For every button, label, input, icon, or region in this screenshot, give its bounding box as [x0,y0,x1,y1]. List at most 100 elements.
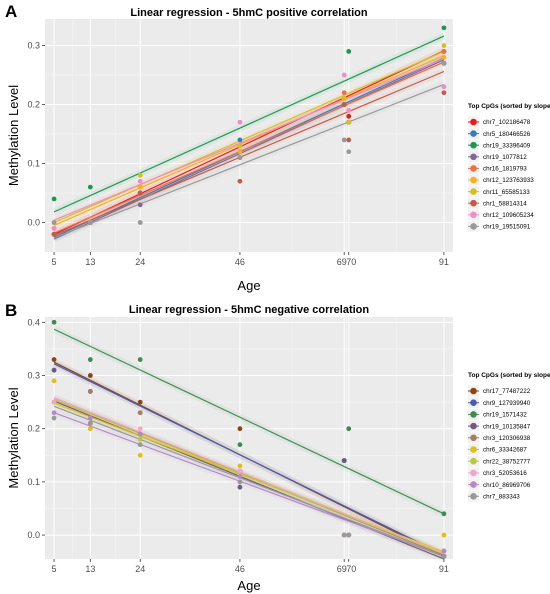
data-point [51,357,57,362]
data-point [87,184,93,190]
legend-label: chr7_883343 [483,494,520,501]
x-tick-label: 5 [52,257,57,267]
legend-label: chr12_123763933 [483,177,534,184]
legend-marker [470,434,477,442]
panel-letter: A [5,2,17,21]
legend-label: chr3_52053616 [483,470,527,477]
data-point [341,102,347,107]
regression-line [53,61,445,234]
regression-line [53,405,445,557]
legend-label: chr3_120306938 [483,435,531,442]
legend-marker [470,446,477,453]
data-point [51,378,57,384]
legend-marker [470,469,477,477]
x-tick-label: 69 [337,564,347,574]
y-tick-label: 0.4 [27,317,40,327]
data-point [137,452,143,458]
data-point [237,143,243,149]
data-point [137,410,143,416]
data-point [137,220,143,225]
data-point [441,84,447,90]
data-point [441,548,447,554]
legend-label: chr19_1571432 [483,412,527,419]
data-point [137,399,143,405]
data-point [51,231,57,237]
panel-a: A Linear regression - 5hmC positive corre… [5,2,550,293]
data-point [87,415,93,421]
data-point [87,220,93,225]
data-point [441,49,447,54]
data-point [441,553,447,559]
regression-line [53,50,445,235]
regression-line [53,398,445,555]
regression-line [53,50,445,224]
data-point [341,96,347,102]
x-tick-label: 46 [235,257,245,267]
data-point [87,373,93,378]
data-point [346,119,352,125]
legend-marker [470,223,477,230]
data-point [51,410,57,416]
regression-line [53,363,445,556]
legend-marker [470,211,477,219]
data-point [441,511,447,517]
panel-b: B Linear regression - 5hmC negative corre… [5,301,550,593]
data-point [441,54,447,60]
data-point [237,463,243,469]
legend-marker [470,130,477,137]
x-tick-label: 5 [52,564,57,574]
data-point [137,190,143,196]
y-axis-title: Methylation Level [6,85,21,186]
data-point [87,389,93,394]
legend-marker [470,493,477,500]
data-point [341,90,347,96]
data-point [237,484,243,490]
data-point [341,532,347,538]
y-tick-label: 0.1 [27,477,40,487]
legend-label: chr19_19515091 [483,224,531,231]
data-point [137,426,143,432]
legend-label: chr7_102186478 [483,119,531,126]
legend-label: chr6_33342687 [483,447,527,454]
data-point [137,431,143,437]
x-tick-label: 91 [439,257,449,267]
data-point [51,399,57,405]
x-tick-label: 69 [337,257,347,267]
data-point [237,442,243,448]
legend-label: chr9_127939940 [483,400,531,407]
legend-marker [470,188,477,195]
data-point [237,155,243,161]
data-point [51,226,57,231]
legend-label: chr10_86969706 [483,482,531,489]
data-point [346,113,352,119]
legend-marker [470,153,477,161]
data-point [441,43,447,48]
data-point [51,367,57,373]
legend-marker [470,422,477,430]
data-point [87,420,93,426]
y-tick-label: 0.2 [27,100,40,110]
x-tick-label: 70 [346,564,356,574]
y-tick-label: 0.3 [27,371,40,381]
data-point [346,426,352,432]
data-point [137,202,143,208]
data-point [51,196,57,202]
data-point [441,25,447,31]
data-point [87,357,93,362]
plot-background [45,19,453,252]
legend-marker [470,481,477,488]
legend-label: chr22_38752777 [483,458,531,465]
data-point [51,415,57,421]
legend-label: chr16_1819793 [483,166,527,173]
data-point [441,532,447,538]
y-tick-label: 0.3 [27,41,40,51]
regression-line [53,328,445,515]
legend-marker [470,411,477,418]
legend-label: chr17_77487222 [483,388,531,395]
data-point [237,468,243,474]
data-point [237,137,243,143]
regression-line [53,397,445,554]
data-point [346,137,352,143]
data-point [346,49,352,54]
